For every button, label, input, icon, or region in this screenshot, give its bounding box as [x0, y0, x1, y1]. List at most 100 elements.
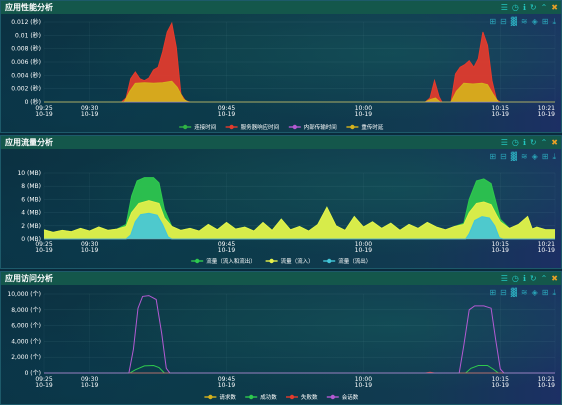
y-tick-label: 0.01 (秒): [15, 31, 41, 39]
legend-item-label[interactable]: 请求数: [219, 393, 236, 401]
legend-marker-dot[interactable]: [292, 124, 297, 130]
series-area: [44, 213, 555, 239]
line-chart-icon[interactable]: ≋: [520, 152, 528, 161]
legend-marker-dot[interactable]: [269, 258, 274, 264]
legend-item-label[interactable]: 流量（流入）: [281, 257, 314, 265]
clock-icon[interactable]: ◷: [511, 274, 519, 283]
menu-icon[interactable]: ☰: [500, 138, 508, 147]
stack-icon[interactable]: ◈: [531, 152, 538, 161]
y-tick-label: 8,000 (个): [11, 307, 41, 314]
y-tick-label: 0 (MB): [21, 236, 41, 243]
legend-item-label[interactable]: 失败数: [301, 393, 318, 401]
legend-marker-dot[interactable]: [327, 258, 332, 264]
x-tick-label: 09:45: [218, 376, 235, 383]
stack-icon[interactable]: ◈: [531, 288, 538, 297]
collapse-icon[interactable]: ⌃: [540, 3, 548, 12]
y-tick-label: 2,000 (个): [11, 354, 41, 361]
performance-panel-titlebar: 应用性能分析 ☰ ◷ ℹ ↻ ⌃ ✖: [1, 1, 561, 14]
x-tick-label: 09:30: [81, 105, 98, 112]
info-icon[interactable]: ℹ: [522, 274, 526, 283]
legend-item-label[interactable]: 流量（流入和流出）: [206, 257, 256, 265]
x-tick-label: 10-19: [35, 247, 53, 254]
grid-icon[interactable]: ⊞: [541, 152, 549, 161]
y-tick-label: 4 (MB): [21, 210, 41, 217]
info-icon[interactable]: ℹ: [522, 138, 526, 147]
collapse-icon[interactable]: ⌃: [540, 274, 548, 283]
access-panel: 应用访问分析 ☰ ◷ ℹ ↻ ⌃ ✖ ⊞ ⊟ ▓ ≋ ◈ ⊞ ⤓ 0 (个) 2,…: [0, 271, 562, 405]
y-tick-label: 0.006 (秒): [11, 58, 41, 66]
panel-header-icons: ☰ ◷ ℹ ↻ ⌃ ✖: [501, 136, 558, 149]
refresh-icon[interactable]: ↻: [529, 274, 537, 283]
legend-item-label[interactable]: 流量（流出）: [338, 257, 371, 265]
legend-marker-dot[interactable]: [249, 394, 254, 400]
grid-icon[interactable]: ⊞: [541, 288, 549, 297]
x-tick-label: 10:15: [492, 105, 509, 112]
grid-icon[interactable]: ⊞: [541, 17, 549, 26]
x-tick-label: 10-19: [218, 382, 236, 389]
crop-icon[interactable]: ⊞: [489, 152, 497, 161]
x-tick-label: 10:00: [355, 241, 372, 248]
close-icon[interactable]: ✖: [551, 274, 558, 283]
legend-item-label[interactable]: 成功数: [260, 393, 277, 401]
chart-toolbox: ⊞ ⊟ ▓ ≋ ◈ ⊞ ⤓: [489, 153, 556, 161]
series-line: [44, 295, 555, 374]
line-chart-icon[interactable]: ≋: [520, 17, 528, 26]
traffic-panel: 应用流量分析 ☰ ◷ ℹ ↻ ⌃ ✖ ⊞ ⊟ ▓ ≋ ◈ ⊞ ⤓ 0 (MB) 2…: [0, 135, 562, 269]
stack-icon[interactable]: ◈: [531, 17, 538, 26]
crop-alt-icon[interactable]: ⊟: [500, 17, 507, 26]
x-tick-label: 09:30: [81, 241, 98, 248]
access-chart: 0 (个) 2,000 (个) 4,000 (个) 6,000 (个) 8,000 (个…: [7, 291, 556, 401]
close-icon[interactable]: ✖: [551, 138, 558, 147]
x-tick-label: 10:21: [538, 105, 555, 112]
menu-icon[interactable]: ☰: [500, 274, 508, 283]
x-tick-label: 10-19: [538, 247, 556, 254]
x-tick-label: 10-19: [355, 111, 373, 118]
bar-chart-icon[interactable]: ▓: [510, 152, 517, 161]
legend-marker-dot[interactable]: [229, 124, 234, 130]
panel-header-icons: ☰ ◷ ℹ ↻ ⌃ ✖: [501, 1, 558, 14]
refresh-icon[interactable]: ↻: [529, 3, 537, 12]
close-icon[interactable]: ✖: [551, 3, 558, 12]
x-tick-label: 10:00: [355, 376, 372, 383]
series-line: [44, 80, 555, 103]
y-tick-label: 10 (MB): [17, 170, 41, 177]
y-tick-label: 0 (个): [25, 370, 41, 377]
download-icon[interactable]: ⤓: [552, 288, 556, 297]
legend-item-label[interactable]: 会话数: [342, 393, 359, 401]
download-icon[interactable]: ⤓: [552, 152, 556, 161]
crop-icon[interactable]: ⊞: [489, 288, 497, 297]
info-icon[interactable]: ℹ: [522, 3, 526, 12]
collapse-icon[interactable]: ⌃: [540, 138, 548, 147]
line-chart-icon[interactable]: ≋: [520, 288, 528, 297]
legend-marker-dot[interactable]: [208, 394, 213, 400]
bar-chart-icon[interactable]: ▓: [510, 288, 517, 297]
legend-marker-dot[interactable]: [289, 394, 295, 400]
download-icon[interactable]: ⤓: [552, 17, 556, 26]
y-tick-label: 2 (MB): [21, 223, 41, 230]
y-tick-label: 10,000 (个): [7, 291, 41, 298]
legend-marker-dot[interactable]: [350, 124, 355, 130]
clock-icon[interactable]: ◷: [511, 3, 519, 12]
chart-toolbox: ⊞ ⊟ ▓ ≋ ◈ ⊞ ⤓: [489, 289, 556, 297]
traffic-panel-titlebar: 应用流量分析 ☰ ◷ ℹ ↻ ⌃ ✖: [1, 136, 561, 149]
legend-item-label[interactable]: 重传时延: [361, 123, 384, 131]
bar-chart-icon[interactable]: ▓: [510, 17, 517, 26]
series-area: [44, 200, 555, 239]
crop-alt-icon[interactable]: ⊟: [500, 288, 507, 297]
crop-alt-icon[interactable]: ⊟: [500, 152, 507, 161]
legend-marker-dot[interactable]: [183, 124, 188, 130]
x-tick-label: 10-19: [35, 382, 53, 389]
refresh-icon[interactable]: ↻: [529, 138, 537, 147]
menu-icon[interactable]: ☰: [500, 3, 508, 12]
x-tick-label: 10-19: [492, 247, 510, 254]
legend-marker-dot[interactable]: [195, 258, 200, 264]
x-tick-label: 10-19: [355, 382, 373, 389]
legend-item-label[interactable]: 服务器响应时间: [241, 123, 280, 131]
y-tick-label: 6,000 (个): [11, 323, 41, 330]
crop-icon[interactable]: ⊞: [489, 17, 497, 26]
legend-item-label[interactable]: 内部传输时间: [304, 123, 337, 131]
traffic-chart: 0 (MB) 2 (MB) 4 (MB) 6 (MB) 8 (MB) 10 (MB) 09:…: [17, 170, 556, 265]
legend-marker-dot[interactable]: [330, 394, 335, 400]
clock-icon[interactable]: ◷: [511, 138, 519, 147]
legend-item-label[interactable]: 连接时间: [194, 123, 216, 131]
